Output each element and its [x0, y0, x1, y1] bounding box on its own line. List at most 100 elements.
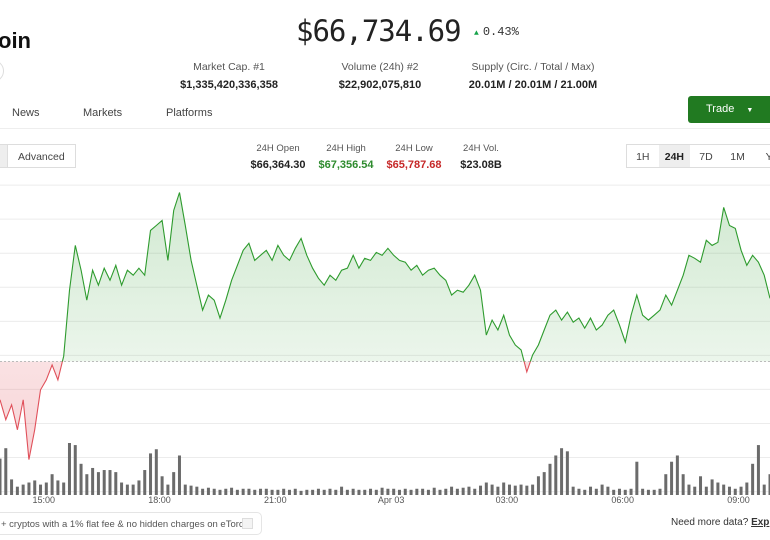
volume-bar — [102, 470, 106, 495]
volume-bar — [421, 488, 425, 495]
volume-bar — [519, 484, 523, 495]
volume-bar — [397, 489, 401, 495]
x-axis-ticks: 15:00 18:00 21:00 Apr 03 03:00 06:00 09:00 — [32, 495, 749, 505]
stat-label: 24H Vol. — [463, 143, 499, 154]
volume-bar — [253, 489, 257, 495]
market-cap-stat: Market Cap. #1 $1,335,420,336,358 — [170, 61, 288, 91]
volume-bar — [114, 472, 118, 495]
volume-bar — [67, 443, 71, 495]
volume-bar — [455, 488, 459, 495]
volume-bar — [699, 476, 703, 495]
range-1m[interactable]: 1M — [730, 151, 745, 163]
more-data: Need more data? Exp — [671, 517, 769, 528]
volume-bar — [340, 486, 344, 495]
volume-bar — [762, 484, 766, 495]
volume-bar — [270, 489, 274, 495]
advanced-button[interactable]: Advanced — [8, 144, 76, 168]
volume-bar — [733, 488, 737, 495]
tab-markets[interactable]: Markets — [83, 107, 123, 119]
volume-bar — [612, 489, 616, 495]
banner-text: + cryptos with a 1% flat fee & no hidden… — [1, 519, 247, 530]
volume-bar — [658, 488, 662, 495]
volume-bar — [241, 488, 245, 495]
volume-bar — [502, 482, 506, 495]
volume-bar — [73, 445, 77, 495]
volume-bar — [206, 487, 210, 495]
volume-bar — [177, 455, 181, 495]
volume-bar — [675, 455, 679, 495]
volume-bar — [380, 487, 384, 495]
tab-platforms[interactable]: Platforms — [166, 107, 213, 119]
volume-bar — [235, 489, 239, 495]
low-24h: 24H Low $65,787.68 — [381, 143, 447, 171]
volume-bar — [577, 488, 581, 495]
volume-bar — [287, 489, 291, 495]
tab-news[interactable]: News — [12, 107, 40, 119]
x-tick-label: 21:00 — [264, 495, 287, 505]
volume-bar — [149, 453, 153, 495]
simple-view-toggle[interactable] — [0, 144, 8, 168]
volume-bar — [386, 488, 390, 495]
volume-bars — [0, 443, 770, 495]
volume-bar — [334, 489, 338, 495]
volume-bar — [450, 486, 454, 495]
range-24h[interactable]: 24H — [658, 145, 691, 167]
volume-bar — [172, 472, 176, 495]
range-1y[interactable]: Y — [765, 151, 770, 163]
stat-value: 20.01M / 20.01M / 21.00M — [468, 79, 598, 91]
watchlist-button[interactable] — [0, 60, 4, 82]
volume-bar — [415, 488, 419, 495]
volume-bar — [322, 489, 326, 495]
stat-label: 24H Low — [395, 143, 433, 154]
volume-bar — [282, 488, 286, 495]
stat-value: $23.08B — [460, 159, 502, 171]
open-24h: 24H Open $66,364.30 — [244, 143, 312, 171]
range-7d[interactable]: 7D — [699, 151, 713, 163]
volume-bar — [426, 489, 430, 495]
volume-bar — [542, 472, 546, 495]
volume-bar — [125, 484, 129, 495]
range-1h[interactable]: 1H — [636, 151, 650, 163]
volume-bar — [722, 484, 726, 495]
stat-label: Supply (Circ. / Total / Max) — [471, 61, 595, 73]
price-chart[interactable]: 15:00 18:00 21:00 Apr 03 03:00 06:00 09:00 — [0, 180, 770, 510]
volume-bar — [565, 451, 569, 495]
volume-bar — [85, 474, 89, 495]
volume-bar — [571, 486, 575, 495]
volume-bar — [21, 484, 25, 495]
volume-bar — [536, 476, 540, 495]
stat-label: Volume (24h) #2 — [341, 61, 419, 73]
etoro-banner[interactable]: + cryptos with a 1% flat fee & no hidden… — [0, 512, 262, 535]
export-link[interactable]: Exp — [751, 517, 770, 528]
volume-bar — [230, 487, 234, 495]
volume-bar — [704, 486, 708, 495]
volume-bar — [600, 484, 604, 495]
stat-value: $67,356.54 — [318, 159, 374, 171]
stat-label: 24H Open — [256, 143, 300, 154]
volume-bar — [409, 489, 413, 495]
volume-bar — [33, 480, 37, 495]
volume-bar — [276, 489, 280, 495]
price-change: ▲ 0.43% — [474, 25, 519, 39]
volume-bar — [432, 487, 436, 495]
caret-down-icon: ▼ — [746, 107, 754, 114]
volume-bar — [606, 486, 610, 495]
volume-bar — [490, 484, 494, 495]
volume-bar — [583, 489, 587, 495]
volume-bar — [392, 488, 396, 495]
x-tick-label: 03:00 — [496, 495, 519, 505]
volume-bar — [305, 489, 309, 495]
trade-button[interactable]: Trade ▼ — [688, 96, 770, 123]
stat-label: Market Cap. #1 — [193, 61, 265, 73]
volume-bar — [438, 489, 442, 495]
volume-bar — [513, 485, 517, 495]
stat-value: $1,335,420,336,358 — [180, 79, 278, 91]
ad-info-icon[interactable] — [242, 518, 253, 529]
volume-bar — [473, 488, 477, 495]
stat-value: $66,364.30 — [250, 159, 306, 171]
volume-bar — [44, 482, 48, 495]
volume-bar — [311, 489, 315, 495]
stat-value: $65,787.68 — [386, 159, 442, 171]
volume-bar — [166, 484, 170, 495]
volume-bar — [525, 485, 529, 495]
